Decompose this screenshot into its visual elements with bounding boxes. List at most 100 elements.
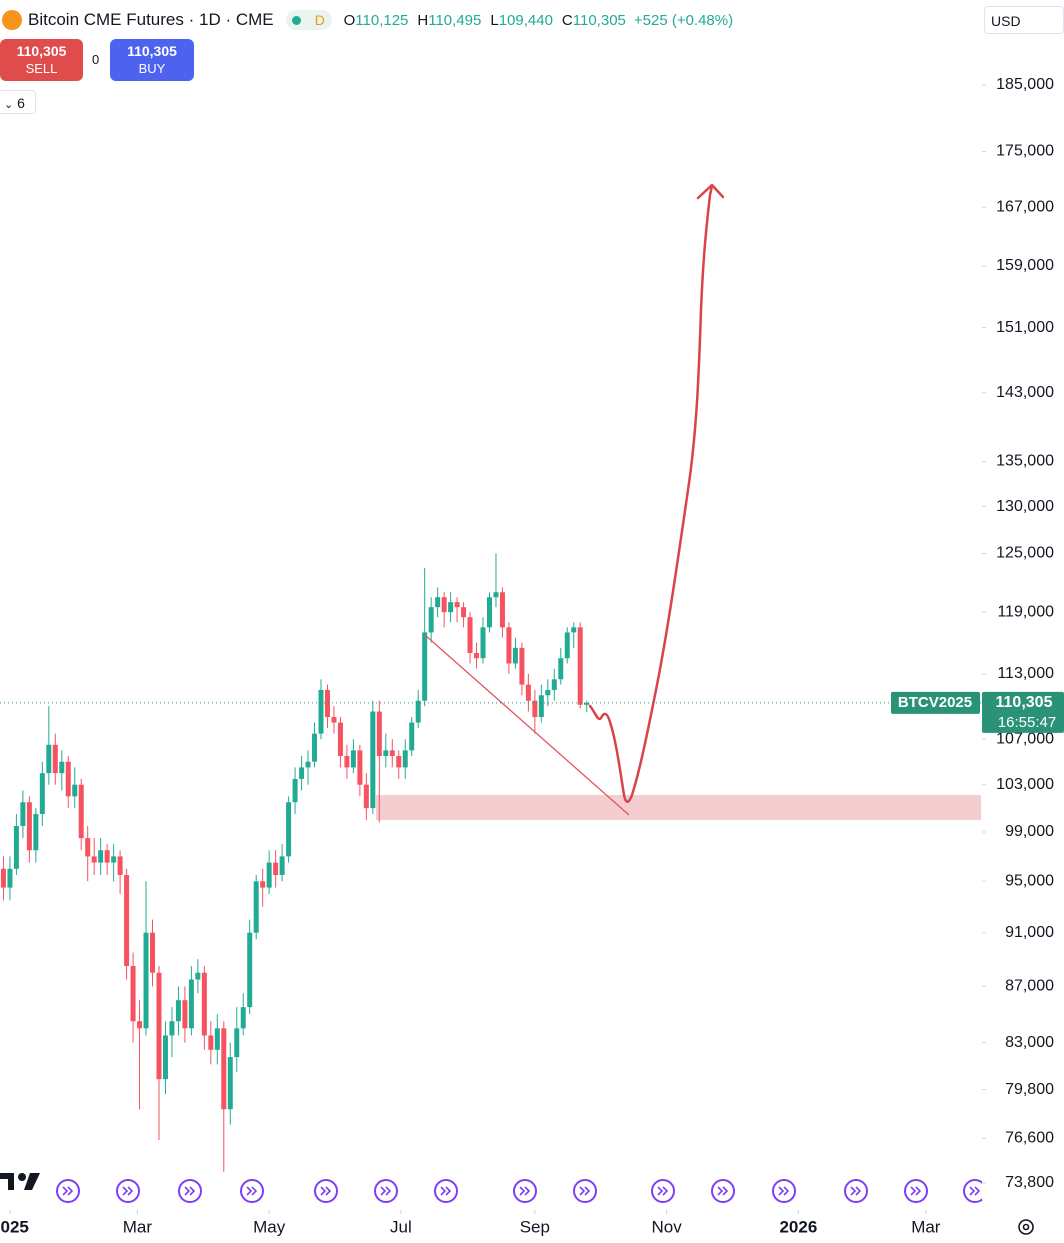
ohlc-item: H110,495 <box>417 12 481 29</box>
settings-icon[interactable] <box>1018 1219 1034 1235</box>
candle-body <box>435 597 441 608</box>
candle-body <box>182 1000 188 1029</box>
y-tick-label: 87,000 <box>1005 978 1054 995</box>
event-icon <box>969 1186 981 1196</box>
status-badge: D <box>285 10 332 30</box>
event-icon <box>380 1186 392 1196</box>
y-tick-label: 95,000 <box>1005 873 1054 890</box>
candle-body <box>124 875 130 966</box>
indicator-toggle[interactable]: ⌄ 6 <box>0 90 36 114</box>
candle-body <box>7 868 13 888</box>
event-marker[interactable] <box>116 1179 140 1203</box>
candle-body <box>279 856 285 876</box>
ohlc-item: L109,440 <box>490 12 553 29</box>
candle-body <box>266 862 272 888</box>
y-tick-label: 79,800 <box>1005 1081 1054 1098</box>
candle-body <box>415 700 421 723</box>
candle-body <box>104 850 110 863</box>
event-marker[interactable] <box>374 1179 398 1203</box>
candle-body <box>175 1000 181 1022</box>
buy-label: BUY <box>138 61 166 76</box>
ohlc-item: O110,125 <box>344 12 409 29</box>
price-label-bg <box>982 691 1064 733</box>
sell-label: SELL <box>25 61 58 76</box>
candle-body <box>247 932 253 1008</box>
candle-body <box>512 647 518 664</box>
candle-body <box>208 1035 214 1050</box>
candle-body <box>59 761 65 774</box>
candle-body <box>584 702 590 705</box>
event-marker[interactable] <box>844 1179 868 1203</box>
candle-body <box>143 932 149 1029</box>
event-marker[interactable] <box>178 1179 202 1203</box>
event-marker[interactable] <box>772 1179 796 1203</box>
candle-body <box>454 602 460 608</box>
y-tick-label: 76,600 <box>1005 1130 1054 1147</box>
candle-body <box>312 733 318 762</box>
y-tick-label: 125,000 <box>996 545 1054 562</box>
event-icon <box>519 1186 531 1196</box>
candle-body <box>91 856 97 863</box>
interval-badge: D <box>314 12 325 28</box>
candle-body <box>363 784 369 809</box>
candle-body <box>461 607 467 618</box>
event-icon <box>122 1186 134 1196</box>
event-icon <box>246 1186 258 1196</box>
currency-selector[interactable]: USD <box>984 6 1064 34</box>
y-tick-label: 167,000 <box>996 199 1054 216</box>
candle-body <box>383 750 389 757</box>
candle-body <box>72 784 78 797</box>
ohlc-value: 109,440 <box>498 11 553 29</box>
event-marker[interactable] <box>314 1179 338 1203</box>
candle-body <box>195 972 201 980</box>
candle-body <box>286 802 292 857</box>
x-tick-label: Nov <box>652 1217 683 1236</box>
event-marker[interactable] <box>56 1179 80 1203</box>
candle-body <box>39 773 45 815</box>
candle-body <box>98 850 104 863</box>
x-tick-label: Jul <box>390 1217 412 1236</box>
candle-body <box>571 627 577 633</box>
ohlc-value: 110,125 <box>355 11 409 29</box>
y-tick-label: 73,800 <box>1005 1174 1054 1191</box>
event-marker[interactable] <box>240 1179 264 1203</box>
candle-body <box>506 627 512 664</box>
buy-button[interactable]: 110,305 BUY <box>110 39 194 81</box>
candle-body <box>337 722 343 757</box>
countdown: 16:55:47 <box>998 714 1056 731</box>
candle-body <box>409 722 415 751</box>
candle-body <box>474 653 480 659</box>
sell-button[interactable]: 110,305 SELL <box>0 39 83 81</box>
candle-body <box>150 932 156 973</box>
indicator-count: 6 <box>17 95 25 111</box>
candle-body <box>46 744 52 774</box>
candle-body <box>493 592 499 598</box>
candle-body <box>130 965 136 1022</box>
event-marker[interactable] <box>651 1179 675 1203</box>
symbol-label: BTCV2025 <box>898 694 972 711</box>
event-marker[interactable] <box>573 1179 597 1203</box>
ohlc-value: 110,495 <box>428 11 482 29</box>
y-tick-label: 185,000 <box>996 76 1054 93</box>
event-marker[interactable] <box>904 1179 928 1203</box>
candle-body <box>52 744 58 774</box>
event-marker[interactable] <box>434 1179 458 1203</box>
ohlc-key: L <box>490 11 499 29</box>
candle-body <box>480 627 486 659</box>
candle-body <box>558 658 564 680</box>
candle-body <box>111 856 117 863</box>
candle-body <box>156 972 162 1080</box>
candle-body <box>538 695 544 718</box>
y-tick-label: 83,000 <box>1005 1034 1054 1051</box>
candle-body <box>214 1028 220 1050</box>
event-marker[interactable] <box>513 1179 537 1203</box>
event-icon <box>62 1186 74 1196</box>
ohlc-key: O <box>343 11 356 29</box>
event-marker[interactable] <box>711 1179 735 1203</box>
candle-body <box>441 597 447 613</box>
candle-body <box>85 838 91 857</box>
candle-body <box>370 711 376 809</box>
symbol-label-bg <box>891 691 980 714</box>
y-tick-label: 113,000 <box>997 665 1054 682</box>
